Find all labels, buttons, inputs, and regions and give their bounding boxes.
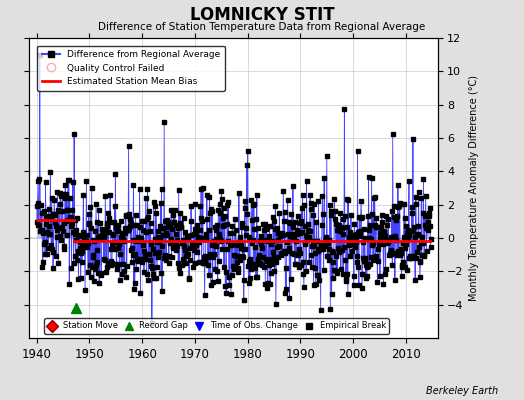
Text: LOMNICKY STIT: LOMNICKY STIT	[190, 6, 334, 24]
Y-axis label: Monthly Temperature Anomaly Difference (°C): Monthly Temperature Anomaly Difference (…	[470, 75, 479, 301]
Text: Berkeley Earth: Berkeley Earth	[425, 386, 498, 396]
Text: Difference of Station Temperature Data from Regional Average: Difference of Station Temperature Data f…	[99, 22, 425, 32]
Legend: Station Move, Record Gap, Time of Obs. Change, Empirical Break: Station Move, Record Gap, Time of Obs. C…	[45, 318, 389, 334]
